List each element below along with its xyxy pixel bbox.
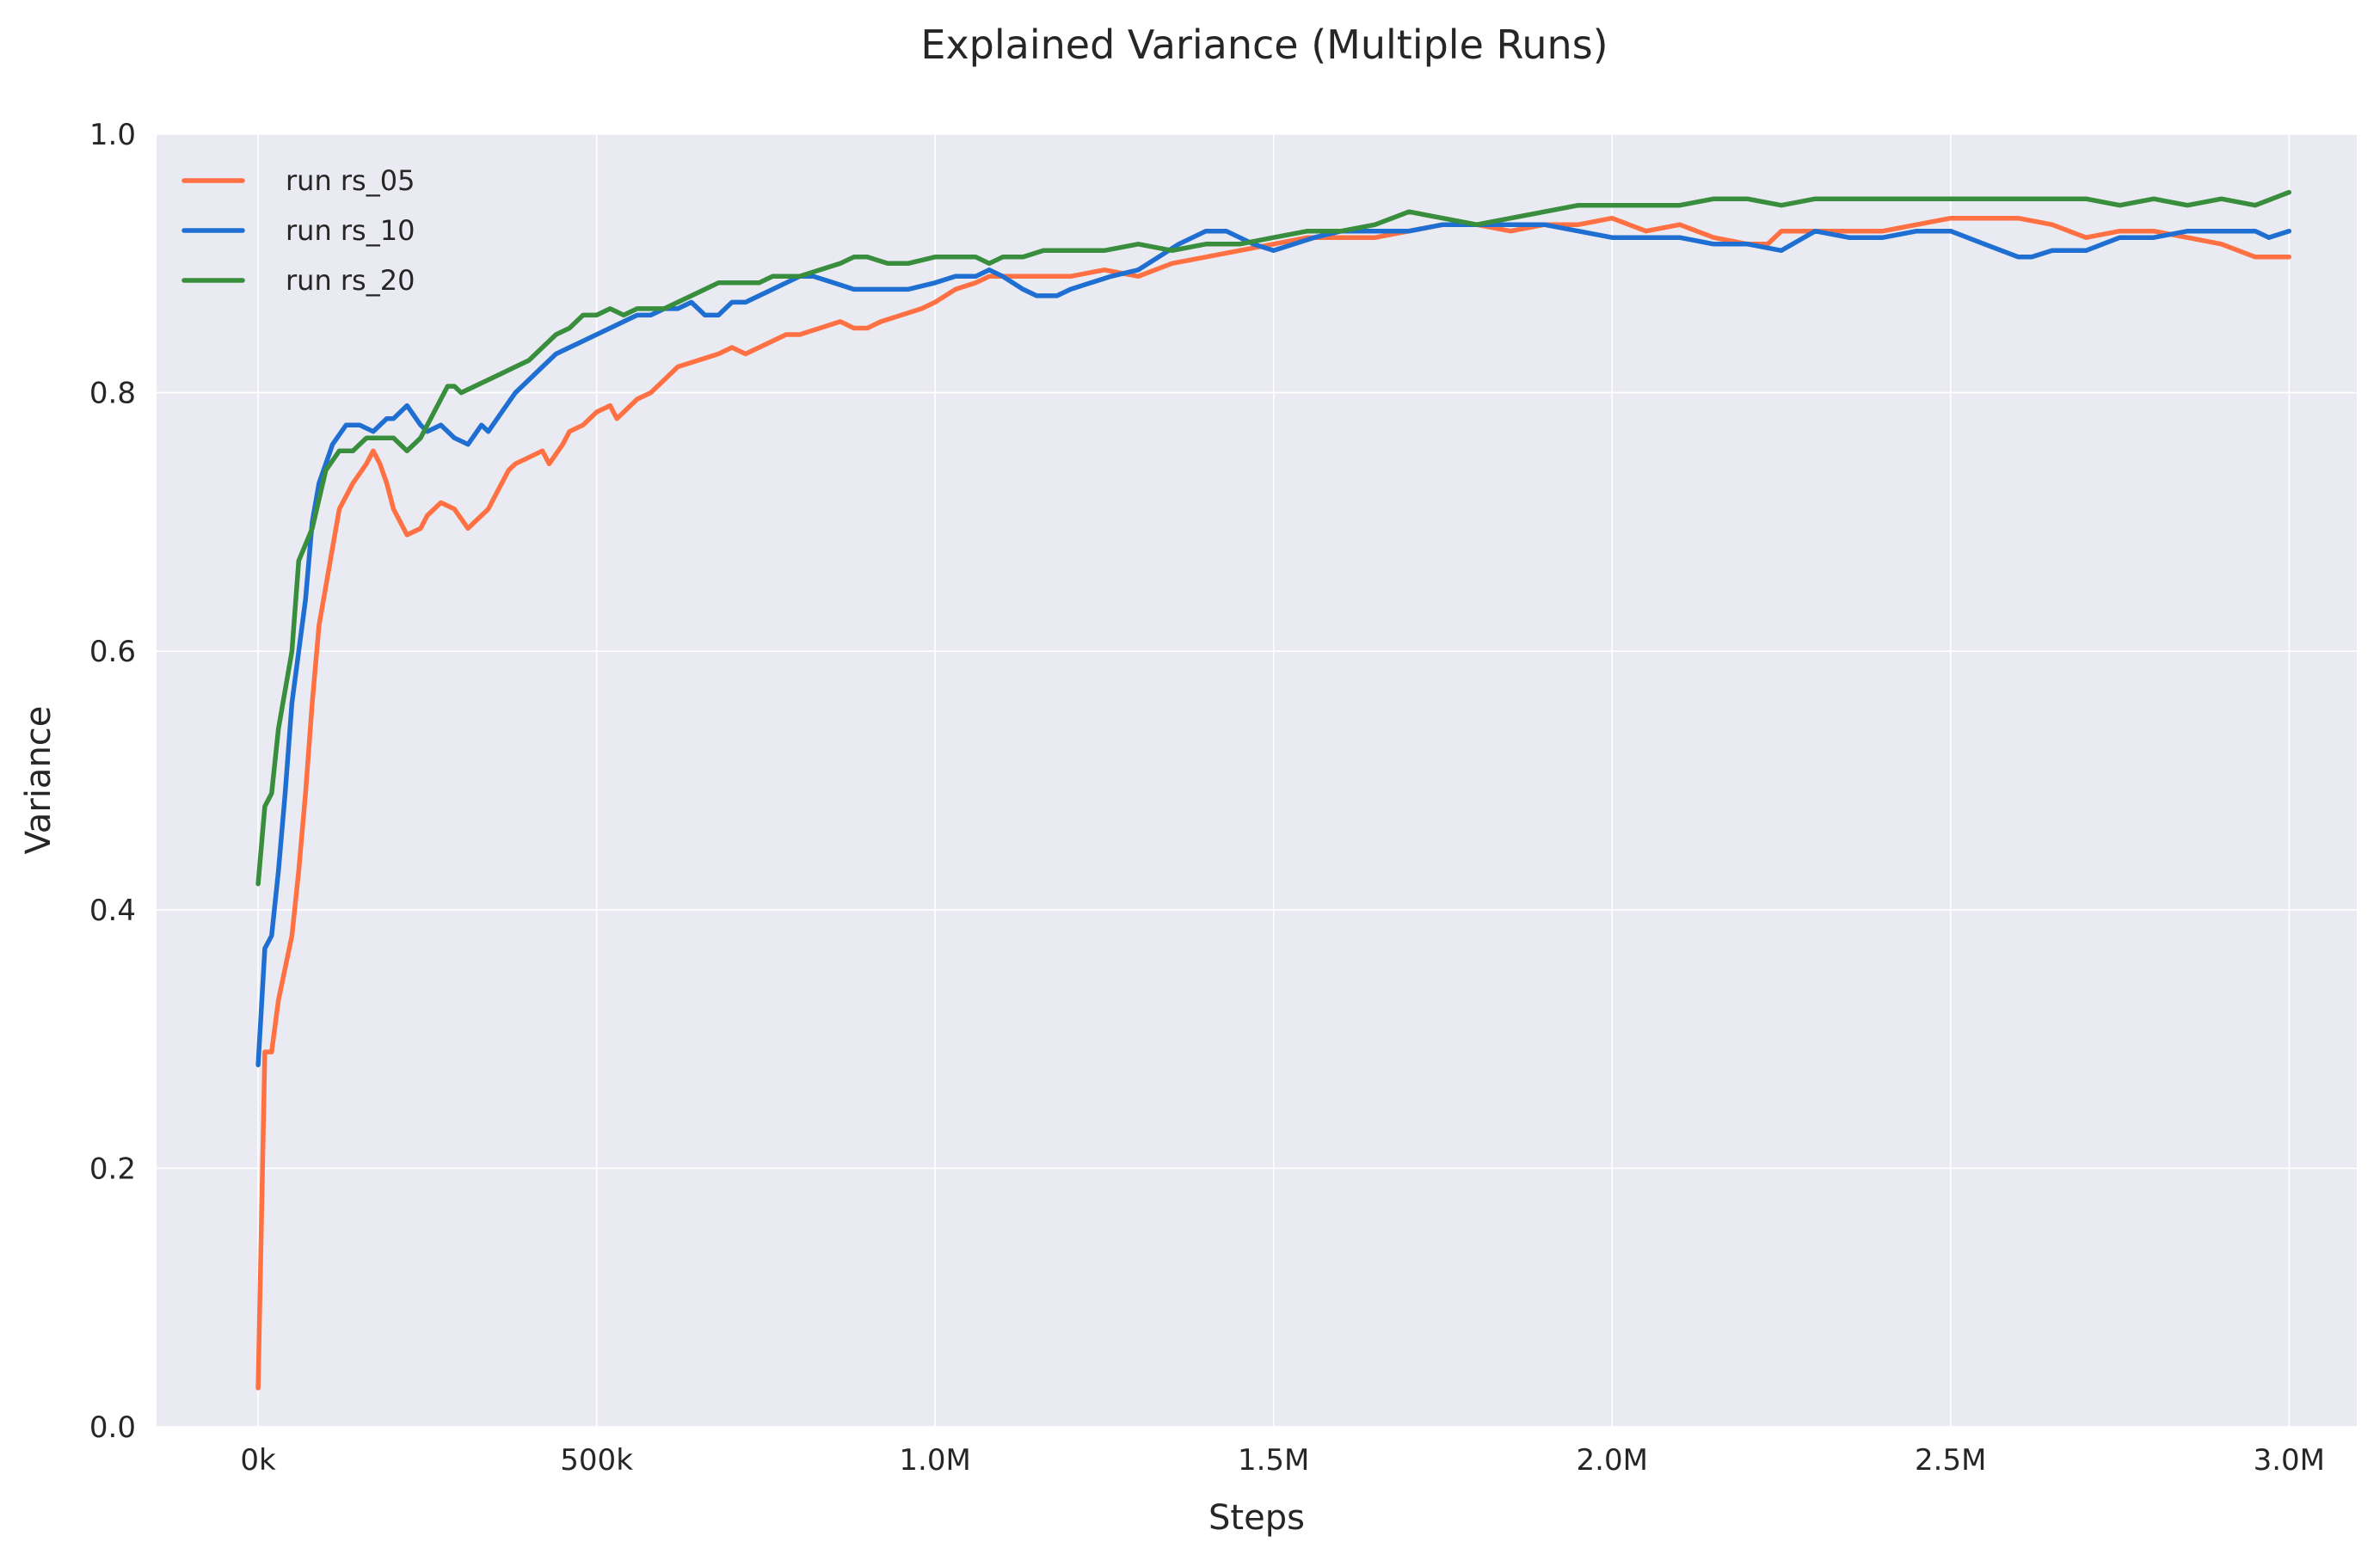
- x-tick-label: 0k: [240, 1443, 276, 1478]
- legend-label: run rs_10: [286, 214, 415, 247]
- x-tick-label: 500k: [560, 1443, 633, 1478]
- series-line: [255, 222, 2292, 1067]
- y-tick-label: 0.8: [89, 377, 136, 411]
- plot-area: [157, 134, 2357, 1427]
- y-axis-ticks: 0.0 0.2 0.4 0.6 0.8 1.0: [89, 118, 136, 1445]
- y-tick-label: 0.4: [89, 894, 136, 928]
- series-line: [255, 189, 2292, 887]
- y-tick-label: 1.0: [89, 118, 136, 152]
- x-tick-label: 2.5M: [1915, 1443, 1986, 1478]
- x-tick-label: 2.0M: [1577, 1443, 1648, 1478]
- gridlines: [157, 133, 2357, 1428]
- x-tick-label: 3.0M: [2254, 1443, 2325, 1478]
- x-axis-label: Steps: [1208, 1498, 1305, 1538]
- legend-label: run rs_20: [286, 264, 415, 297]
- y-axis-label: Variance: [19, 706, 58, 855]
- x-axis-ticks: 0k 500k 1.0M 1.5M 2.0M 2.5M 3.0M: [240, 1443, 2325, 1478]
- y-tick-label: 0.2: [89, 1152, 136, 1186]
- x-tick-label: 1.0M: [899, 1443, 970, 1478]
- series-lines: [255, 189, 2292, 1391]
- legend-label: run rs_05: [286, 164, 415, 197]
- y-tick-label: 0.0: [89, 1410, 136, 1445]
- chart-title: Explained Variance (Multiple Runs): [920, 22, 1608, 68]
- x-tick-label: 1.5M: [1238, 1443, 1309, 1478]
- y-tick-label: 0.6: [89, 635, 136, 669]
